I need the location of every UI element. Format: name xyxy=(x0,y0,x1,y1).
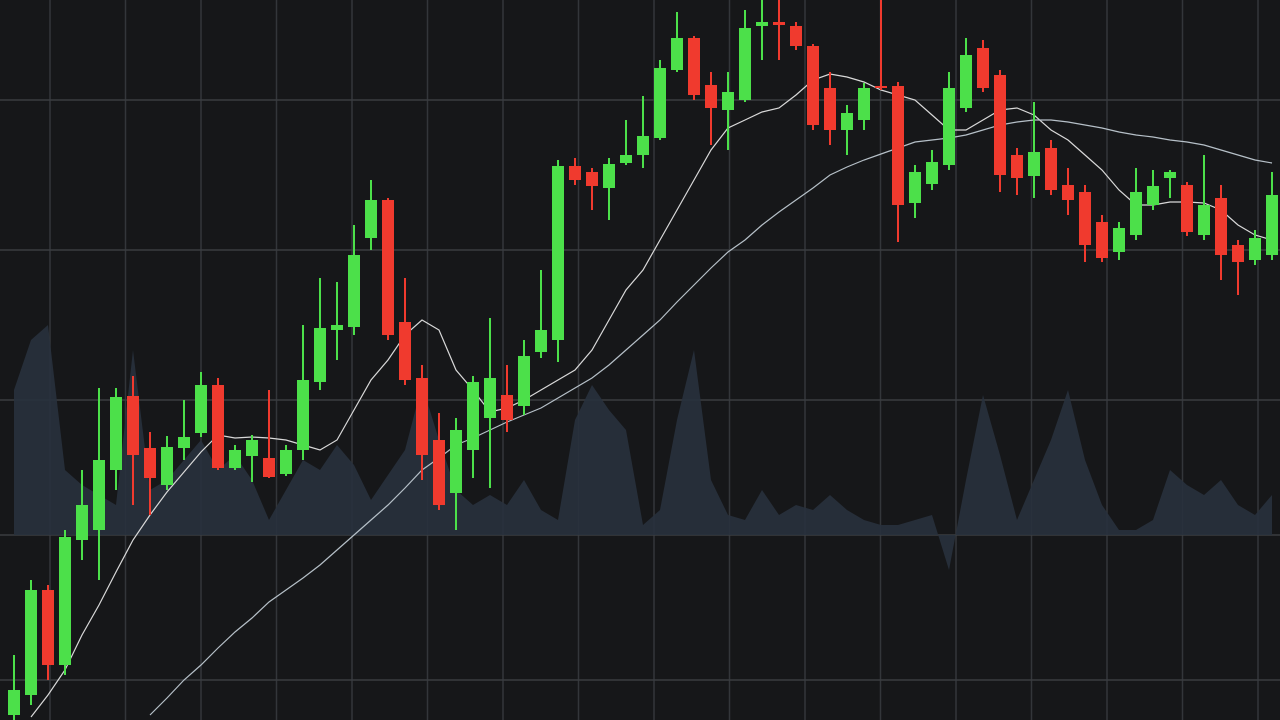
candle-body xyxy=(127,396,139,455)
candle-body xyxy=(1181,185,1193,232)
candle-body xyxy=(1113,228,1125,252)
candle-body xyxy=(1198,205,1210,235)
candle-body xyxy=(484,378,496,418)
candle-body xyxy=(59,537,71,665)
candle-body xyxy=(705,85,717,108)
candle-body xyxy=(25,590,37,695)
candle-body xyxy=(875,86,887,88)
candle-body xyxy=(110,397,122,470)
candle-body xyxy=(467,382,479,450)
candle-body xyxy=(433,440,445,505)
candle-body xyxy=(994,75,1006,175)
moving-average-line xyxy=(149,119,1273,716)
candle-body xyxy=(42,590,54,665)
candle-body xyxy=(161,447,173,485)
moving-average-line xyxy=(30,73,1273,718)
candle-body xyxy=(1232,245,1244,262)
candle-body xyxy=(790,26,802,46)
candle-body xyxy=(450,430,462,493)
volume-area xyxy=(14,325,1272,570)
candle-body xyxy=(1045,148,1057,190)
candle-body xyxy=(1215,198,1227,255)
candle-body xyxy=(297,380,309,450)
candle-body xyxy=(756,22,768,26)
candle-body xyxy=(518,356,530,406)
candle-body xyxy=(1249,238,1261,260)
candle-body xyxy=(8,690,20,715)
candle-body xyxy=(195,385,207,433)
candle-body xyxy=(671,38,683,70)
candle-body xyxy=(943,88,955,165)
candle-body xyxy=(246,440,258,456)
candle-body xyxy=(773,22,785,25)
candle-body xyxy=(93,460,105,530)
candle-body xyxy=(858,88,870,120)
candle-body xyxy=(212,385,224,468)
candle-body xyxy=(926,162,938,184)
candle-body xyxy=(1164,172,1176,178)
candle-body xyxy=(569,166,581,180)
candle-body xyxy=(688,38,700,95)
candle-body xyxy=(1011,155,1023,178)
candle-body xyxy=(263,458,275,477)
candle-body xyxy=(280,450,292,474)
candle-body xyxy=(1079,192,1091,245)
candle-body xyxy=(586,172,598,186)
candle-body xyxy=(841,113,853,130)
candle-body xyxy=(314,328,326,382)
candle-body xyxy=(382,200,394,335)
candle-body xyxy=(144,448,156,478)
candle-body xyxy=(603,164,615,188)
candle-body xyxy=(1028,152,1040,176)
candle-body xyxy=(960,55,972,108)
candle-body xyxy=(1130,192,1142,235)
candle-body xyxy=(348,255,360,327)
candle-body xyxy=(416,378,428,455)
candle-body xyxy=(909,172,921,203)
candle-body xyxy=(739,28,751,100)
candle-body xyxy=(1062,185,1074,200)
candle-body xyxy=(399,322,411,380)
candle-body xyxy=(620,155,632,163)
candle-body xyxy=(229,450,241,468)
candle-body xyxy=(501,395,513,420)
candle-body xyxy=(552,166,564,340)
candle-body xyxy=(331,325,343,330)
candle-body xyxy=(1266,195,1278,255)
candle-body xyxy=(365,200,377,238)
candle-body xyxy=(824,88,836,130)
candle-body xyxy=(807,46,819,125)
candle-body xyxy=(178,437,190,448)
candle-body xyxy=(76,505,88,540)
candle-body xyxy=(637,136,649,155)
candle-body xyxy=(892,86,904,205)
candle-body xyxy=(1096,222,1108,258)
candle-body xyxy=(977,48,989,88)
candle-body xyxy=(535,330,547,352)
candle-body xyxy=(654,68,666,138)
candle-body xyxy=(1147,186,1159,205)
candle-body xyxy=(722,92,734,110)
